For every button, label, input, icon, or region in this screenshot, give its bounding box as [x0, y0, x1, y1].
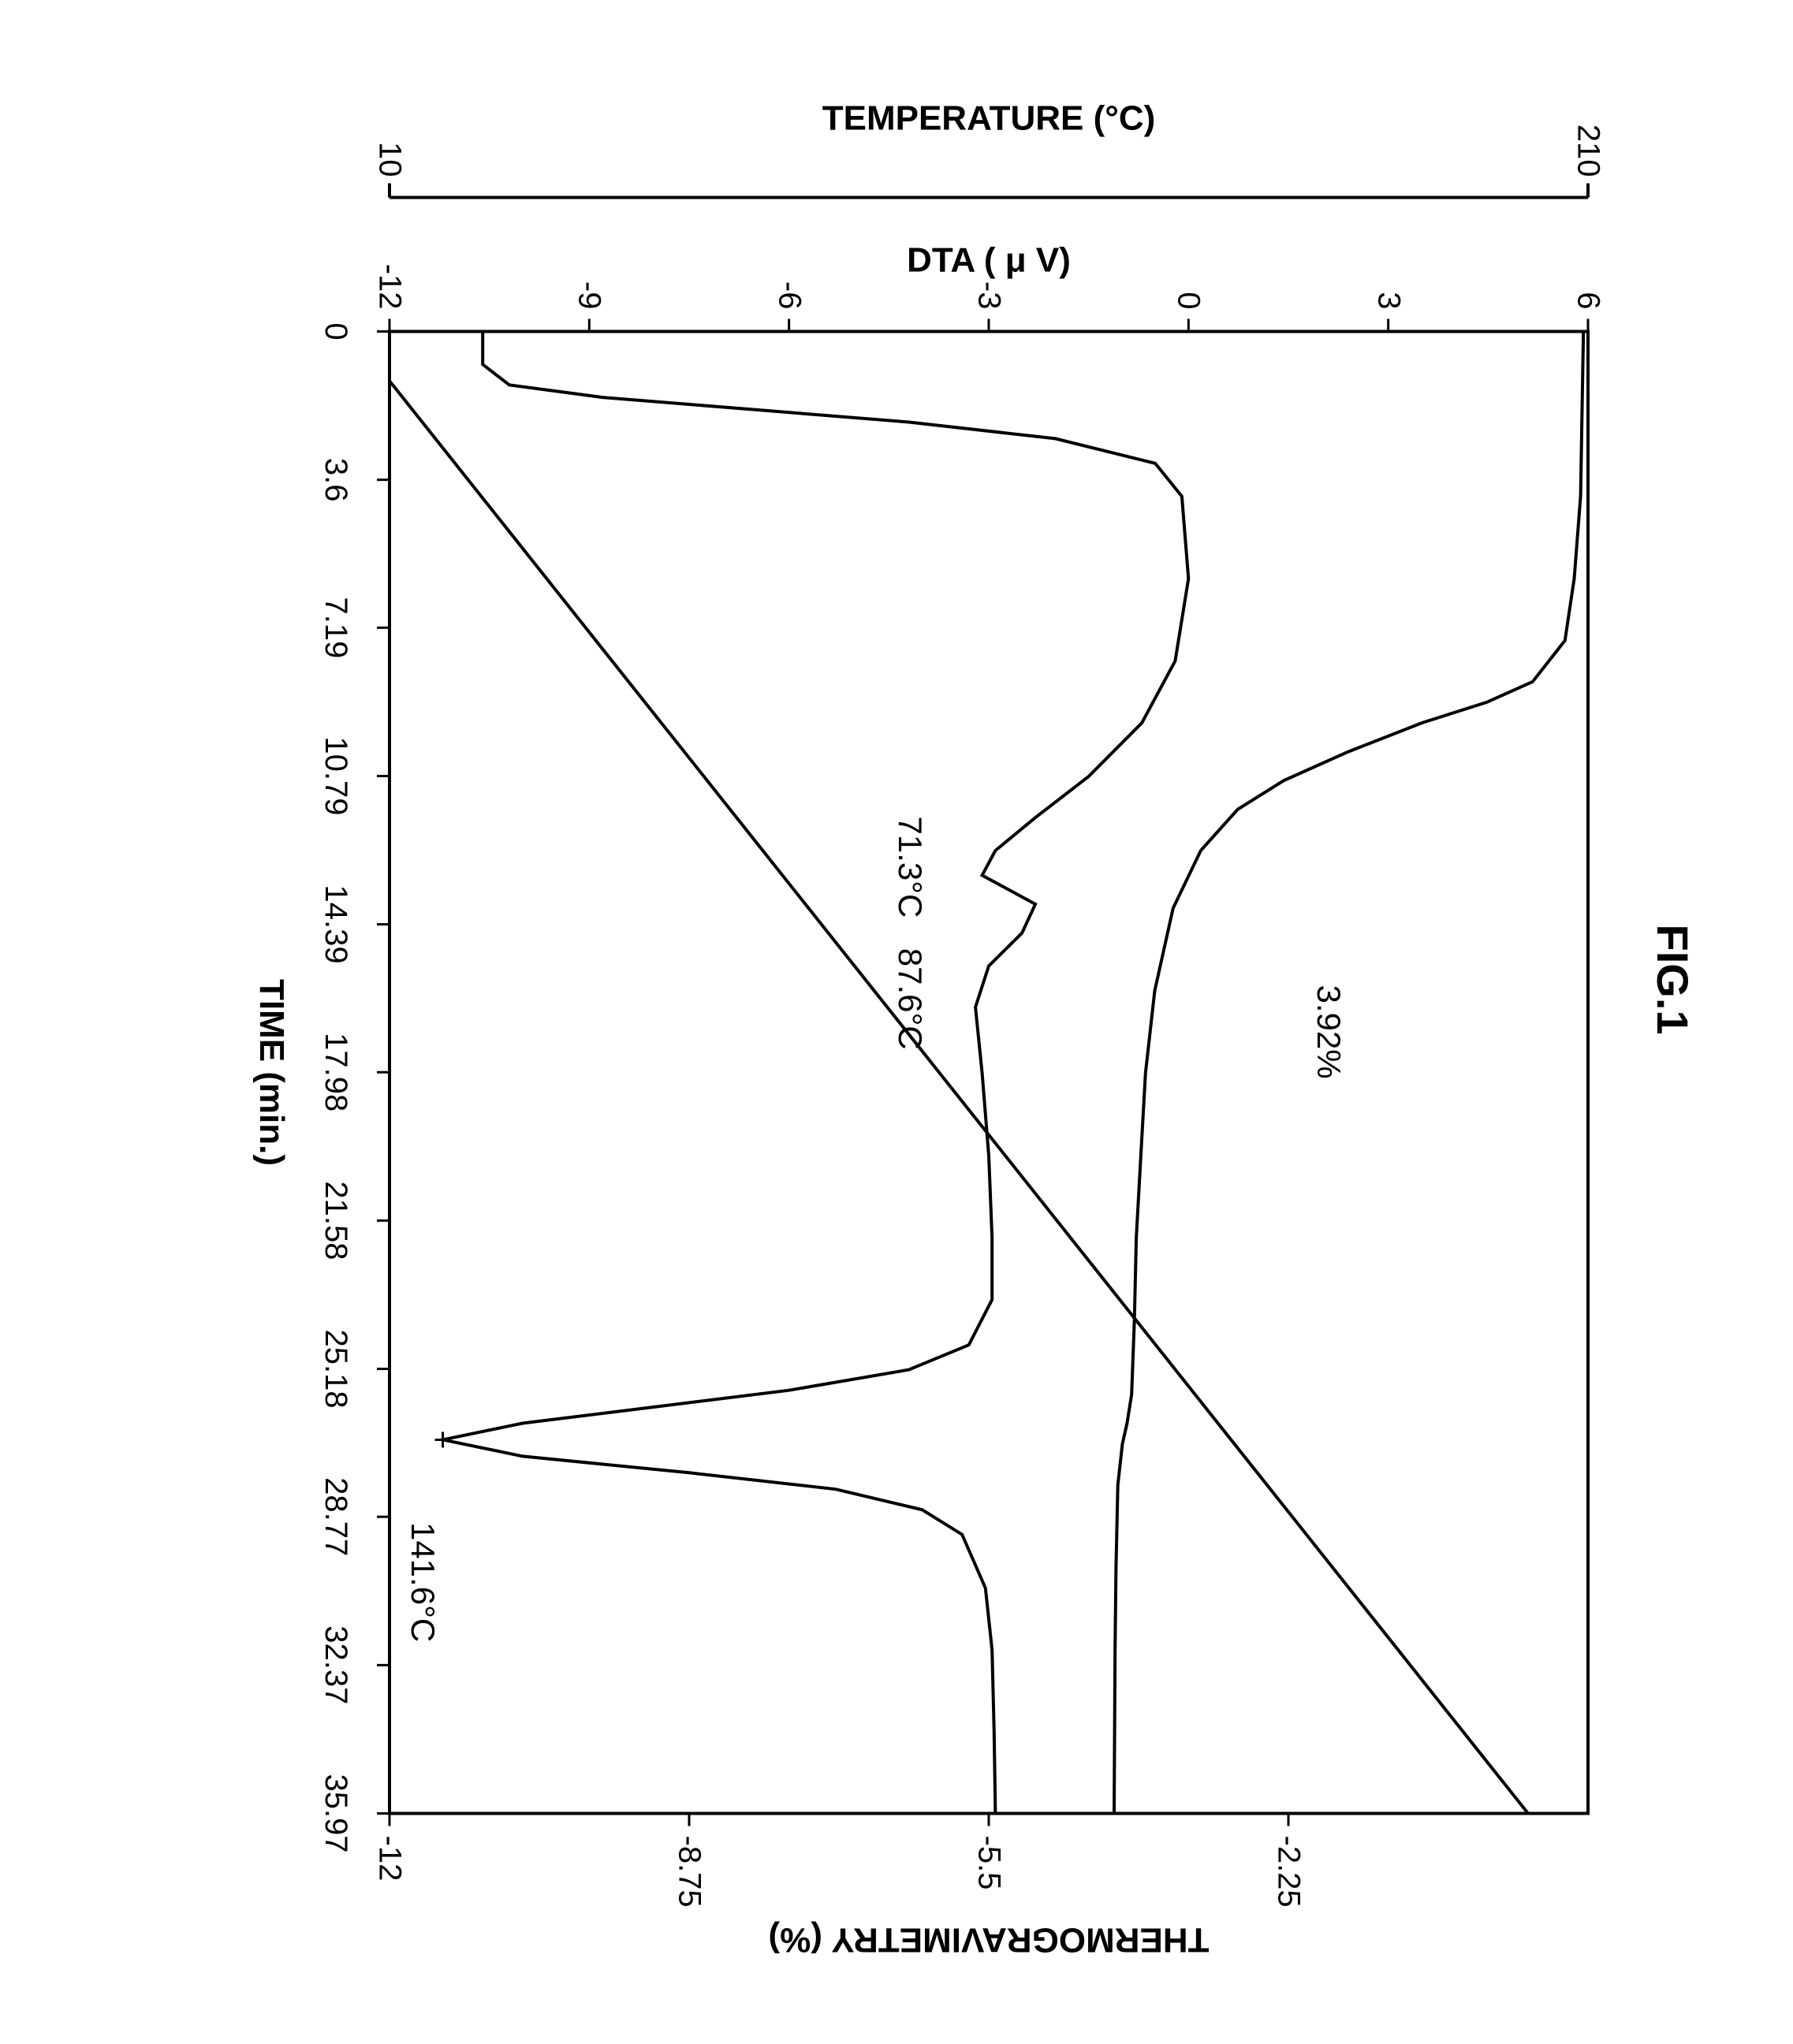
- chart-rotated-container: FIG.1 TEMPERATURE (°C) DTA ( μ V) THERMO…: [0, 0, 1793, 2044]
- time-tick-label: 17.98: [318, 1033, 353, 1111]
- dta-tick-label: -6: [771, 281, 807, 309]
- time-tick-label: 28.77: [318, 1477, 353, 1556]
- temperature-tick-label: 210: [1571, 124, 1606, 177]
- time-tick-label: 25.18: [318, 1329, 353, 1408]
- time-tick-label: 7.19: [318, 597, 353, 658]
- dta-tick-label: -9: [572, 281, 607, 309]
- time-tick-label: 35.97: [318, 1774, 353, 1852]
- time-tick-label: 0: [318, 322, 353, 340]
- tg-tick-label: -2.25: [1271, 1835, 1307, 1907]
- annotation-71c: 71.3°C: [891, 816, 929, 918]
- time-tick-label: 32.37: [318, 1625, 353, 1704]
- tg-tick-label: -5.5: [971, 1835, 1007, 1889]
- annotation-87c: 87.6°C: [891, 948, 929, 1049]
- dta-tick-label: -12: [372, 263, 408, 309]
- tg-tick-label: -8.75: [672, 1835, 707, 1907]
- dta-tick-label: 0: [1171, 292, 1206, 309]
- time-tick-label: 21.58: [318, 1181, 353, 1260]
- annotation-141c: 141.6°C: [404, 1521, 442, 1641]
- dta-tick-label: 3: [1370, 292, 1406, 309]
- time-tick-label: 10.79: [318, 736, 353, 815]
- tg-tick-label: -12: [372, 1835, 408, 1881]
- time-tick-label: 14.39: [318, 884, 353, 963]
- temperature-tick-label: 10: [372, 142, 408, 177]
- time-tick-label: 3.6: [318, 457, 353, 501]
- page: FIG.1 TEMPERATURE (°C) DTA ( μ V) THERMO…: [0, 0, 1793, 2044]
- dta-tick-label: -3: [971, 281, 1007, 309]
- dta-tick-label: 6: [1571, 292, 1606, 309]
- annotation-tg-percent: 3.92%: [1310, 985, 1348, 1078]
